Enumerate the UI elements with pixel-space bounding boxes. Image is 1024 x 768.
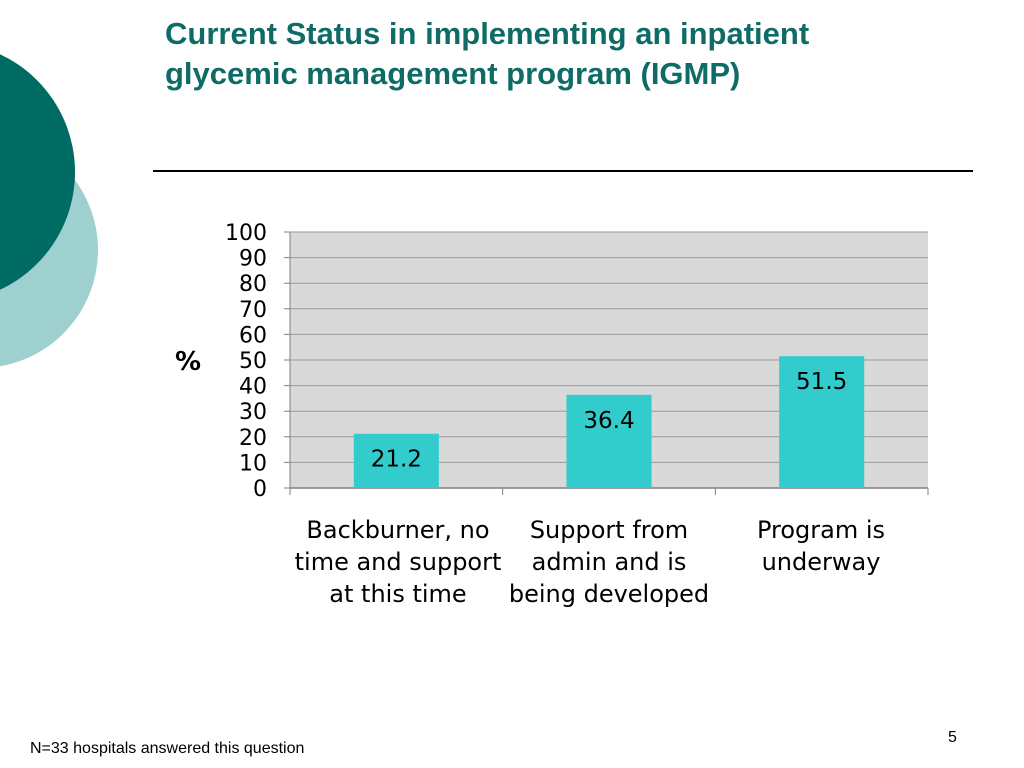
y-tick-label: 40 [239,375,267,400]
data-labels: 21.2 36.4 51.5 [371,369,848,473]
data-label: 36.4 [583,408,634,434]
y-tick-label: 90 [239,247,267,272]
y-tick-label: 50 [239,349,267,374]
bar [353,433,439,488]
y-tick-label: 20 [239,426,267,451]
bar [566,394,652,488]
category-label-backburner: Backburner, no time and support at this … [294,516,502,608]
data-label: 51.5 [796,369,847,395]
bars [353,356,865,488]
y-tick-label: 80 [239,272,267,297]
category-label-underway: Program is underway [756,516,886,576]
y-tick-label: 70 [239,298,267,323]
y-tick-label: 30 [239,400,267,425]
y-tick-label: 0 [253,477,267,502]
title-divider [153,170,973,172]
y-tick-label: 100 [225,221,267,246]
y-tick-label: 10 [239,451,267,476]
category-label-support: Support from admin and is being develope… [508,516,710,608]
data-label: 21.2 [371,447,422,473]
y-tick-label: 60 [239,323,267,348]
slide-title: Current Status in implementing an inpati… [165,16,810,91]
page-number: 5 [948,729,957,746]
dark-circle [0,54,75,290]
bar [779,356,865,488]
y-axis-label: % [175,347,201,377]
footnote: N=33 hospitals answered this question [30,740,305,757]
decorative-circles [0,54,98,367]
